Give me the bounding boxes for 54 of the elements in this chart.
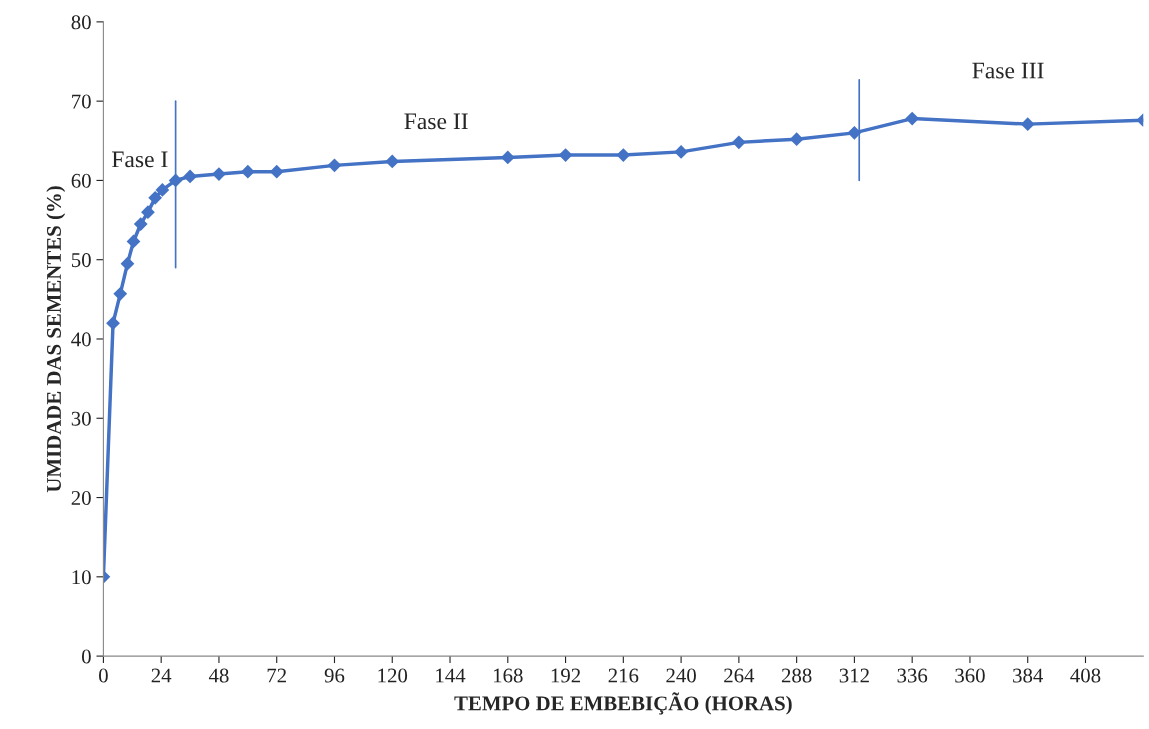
point <box>616 148 631 162</box>
x-tick-label: 0 <box>99 668 108 683</box>
point <box>500 150 515 165</box>
y-tick-label: 30 <box>71 411 91 426</box>
x-tick-label: 72 <box>267 668 286 683</box>
y-tick-label: 70 <box>72 94 91 109</box>
x-tick-label: 360 <box>955 668 985 683</box>
x-axis-title: TEMPO DE EMBEBIÇÃO (HORAS) <box>454 692 792 715</box>
y-tick-label: 20 <box>71 490 91 505</box>
point <box>212 167 226 181</box>
point <box>155 183 170 197</box>
y-tick-label: 80 <box>71 15 91 30</box>
point <box>269 164 284 179</box>
point <box>789 132 804 147</box>
point <box>385 154 400 169</box>
x-tick-label: 216 <box>608 668 639 683</box>
y-tick-label: 60 <box>71 173 91 188</box>
x-tick-label: 48 <box>208 668 229 683</box>
x-tick-label: 240 <box>666 668 696 683</box>
point <box>120 256 135 271</box>
x-tick-label: 144 <box>436 668 466 683</box>
point <box>133 217 148 231</box>
annotation: Fase II <box>404 113 468 130</box>
x-tick-label: 312 <box>839 668 869 683</box>
x-tick-label: 264 <box>724 668 755 683</box>
x-tick-label: 24 <box>151 668 172 683</box>
x-tick-label: 168 <box>494 668 523 683</box>
x-tick-label: 408 <box>1070 668 1101 683</box>
point <box>905 111 920 126</box>
annotation: Fase III <box>972 62 1044 79</box>
point <box>113 286 128 301</box>
y-tick-label: 0 <box>81 649 91 664</box>
point <box>1020 117 1035 132</box>
point <box>141 205 155 220</box>
point <box>106 316 120 330</box>
x-tick-label: 384 <box>1013 668 1044 683</box>
point <box>674 145 688 159</box>
y-axis-title: UMIDADE DAS SEMENTES (%) <box>46 186 66 493</box>
point <box>847 125 862 140</box>
x-tick-label: 120 <box>378 668 408 683</box>
point <box>240 164 255 179</box>
y-tick-label: 50 <box>71 253 91 268</box>
x-tick-label: 96 <box>324 668 345 683</box>
x-tick-label: 288 <box>781 668 812 683</box>
point <box>183 169 197 184</box>
point <box>558 148 573 162</box>
point <box>732 135 746 150</box>
annotation: Fase I <box>111 151 168 168</box>
point <box>327 158 342 173</box>
y-tick-label: 10 <box>72 570 91 585</box>
x-tick-label: 336 <box>897 668 928 683</box>
x-tick-label: 192 <box>551 668 581 683</box>
point <box>148 190 163 205</box>
y-tick-label: 40 <box>71 332 91 347</box>
